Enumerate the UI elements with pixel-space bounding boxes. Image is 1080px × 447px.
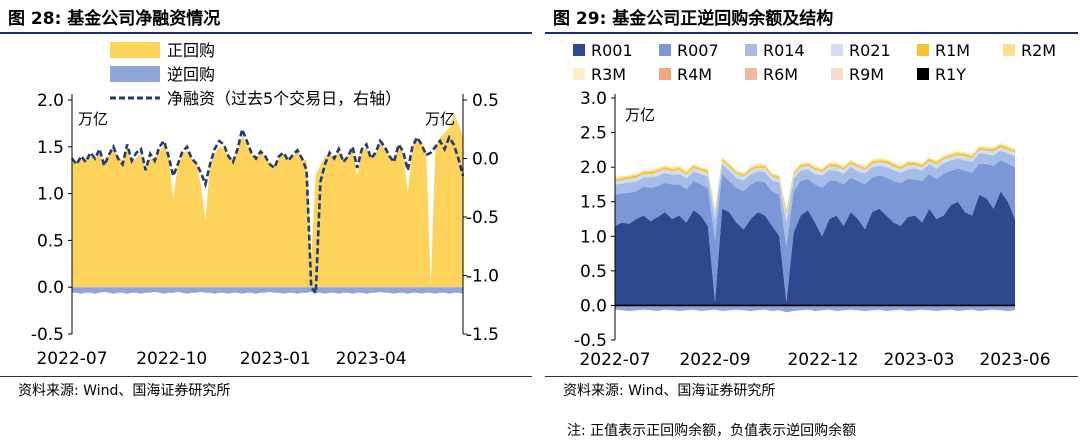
legend-swatch [831,68,843,80]
left-y-tick-label: -0.5 [31,325,64,345]
legend-label: R007 [677,41,719,60]
left-source: 资料来源: Wind、国海证券研究所 [18,383,231,399]
legend-swatch [573,44,585,56]
x-tick-label: 2022-09 [679,350,750,370]
legend-label: R9M [849,65,884,84]
y-tick-label: 0.5 [580,262,607,282]
legend-label: R001 [591,41,633,60]
legend-label: 净融资（过去5个交易日，右轴） [167,89,401,108]
legend-label: R2M [1021,41,1056,60]
right-y-tick-label: -1.0 [466,267,499,287]
legend-swatch [573,68,585,80]
left-unit-label: 万亿 [78,110,108,128]
x-tick-label: 2023-06 [979,350,1050,370]
right-title-rule [545,32,1078,34]
y-tick-label: 0.0 [580,296,607,316]
series-positive-repo-area [72,114,463,288]
right-source: 资料来源: Wind、国海证券研究所 [563,383,776,399]
right-y-tick-label: -0.5 [466,208,499,228]
right-bottom-rule [545,376,1078,377]
left-y-tick-label: 1.0 [37,185,64,205]
right-y-tick-label: 0.5 [472,91,499,111]
legend-label: R021 [849,41,891,60]
left-chart: 2.0 1.5 1.0 0.5 0.0 -0.5 0.5 0.0 -0.5 -1.0 -1.5 202… [31,41,499,369]
series-net-financing-line [70,124,465,297]
legend-swatch [110,42,160,58]
series-reverse-repo-area [72,287,463,294]
legend-label: R4M [677,65,712,84]
left-bottom-rule [0,376,532,377]
legend-swatch [917,68,929,80]
left-y-tick-label: 2.0 [37,91,64,111]
right-y-tick-label: 0.0 [472,150,499,170]
left-title-rule [0,32,532,34]
left-panel: 图 28: 基金公司净融资情况 2.0 1.5 1.0 0.5 0.0 -0.5 0.5 0.… [0,9,532,399]
right-y-tick-label: -1.5 [466,325,499,345]
legend-swatch [745,44,757,56]
y-tick-label: 2.5 [580,124,607,144]
x-tick-label: 2022-07 [579,350,650,370]
left-y-tick-label: 0.5 [37,231,64,251]
y-tick-label: 1.5 [580,193,607,213]
left-y-tick-label: 1.5 [37,138,64,158]
y-tick-label: 2.0 [580,158,607,178]
x-tick-label: 2023-01 [240,349,311,369]
legend-label: R3M [591,65,626,84]
legend-label: 正回购 [167,41,215,60]
x-tick-label: 2023-03 [883,350,954,370]
series-r021-area [615,147,1015,223]
legend-swatch [831,44,843,56]
right-note: 注: 正值表示正回购余额，负值表示逆回购余额 [567,423,857,439]
legend-swatch [1003,44,1015,56]
x-tick-label: 2023-04 [336,349,407,369]
legend-swatch [917,44,929,56]
x-tick-label: 2022-12 [787,350,858,370]
legend-label: 逆回购 [167,65,215,84]
right-panel: 图 29: 基金公司正逆回购余额及结构 3.0 2.5 2.0 1.5 1.0 0.5 0.… [545,0,1080,447]
left-figure-title: 图 28: 基金公司净融资情况 [8,9,221,29]
left-y-tick-label: 0.0 [37,278,64,298]
legend-label: R1M [935,41,970,60]
y-tick-label: 3.0 [580,89,607,109]
unit-label: 万亿 [625,106,655,124]
y-tick-label: 1.0 [580,227,607,247]
right-unit-label: 万亿 [425,110,455,128]
x-tick-label: 2022-07 [36,349,107,369]
legend-label: R1Y [935,65,966,84]
legend-label: R014 [763,41,805,60]
series-r007-area [615,160,1015,302]
series-r001-area [615,191,1015,306]
series-r014-area [615,150,1015,247]
legend-swatch [110,66,160,82]
right-figure-title: 图 29: 基金公司正逆回购余额及结构 [553,9,834,29]
series-reverse-repo-area [615,305,1015,313]
x-tick-label: 2022-10 [136,349,207,369]
y-tick-label: -0.5 [574,331,607,351]
legend-swatch [659,68,671,80]
legend-swatch [659,44,671,56]
legend-swatch [745,68,757,80]
legend-label: R6M [763,65,798,84]
